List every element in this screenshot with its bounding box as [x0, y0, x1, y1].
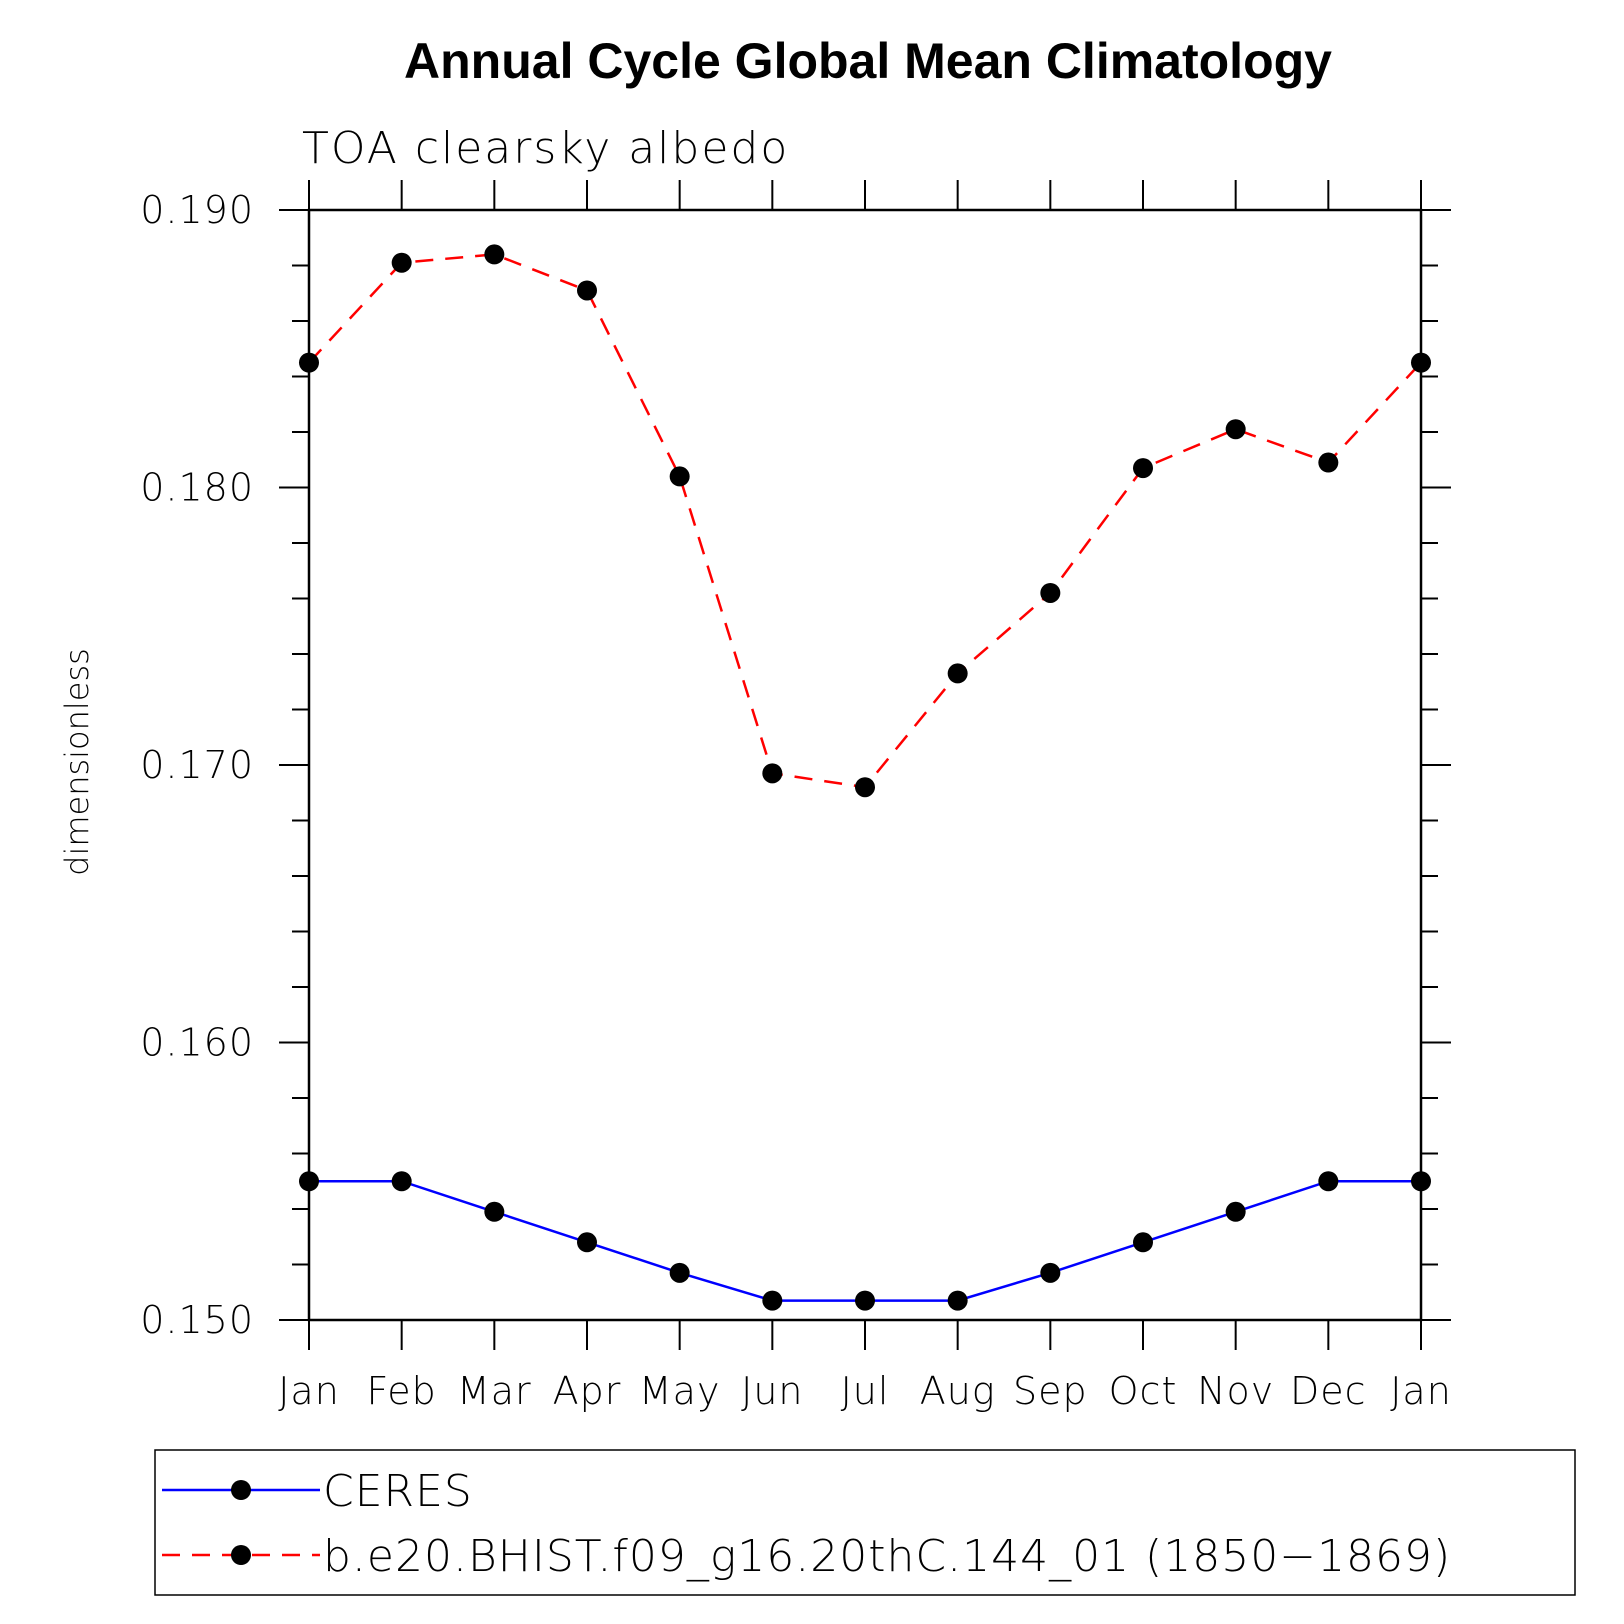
y-tick-label: 0.150 — [140, 1298, 254, 1342]
series-0-point — [391, 1171, 412, 1192]
x-tick-label: Dec — [1290, 1369, 1367, 1413]
series-1-point — [1133, 458, 1153, 479]
series-0-point — [1318, 1171, 1339, 1192]
series-0-point — [1225, 1201, 1246, 1222]
x-tick-label: Oct — [1109, 1369, 1178, 1413]
series-1-point — [484, 244, 505, 265]
legend-marker-0 — [231, 1480, 251, 1500]
series-0-point — [855, 1290, 875, 1311]
series-1-point — [299, 352, 319, 373]
y-tick-label: 0.170 — [140, 743, 254, 787]
x-tick-label: Nov — [1197, 1369, 1274, 1413]
y-tick-label: 0.190 — [140, 188, 254, 232]
series-0-point — [1411, 1171, 1431, 1192]
x-tick-label: Mar — [457, 1369, 532, 1413]
x-tick-label: Jan — [1390, 1369, 1452, 1413]
series-0-point — [947, 1290, 968, 1311]
x-tick-label: Jun — [741, 1369, 803, 1413]
plot-frame — [307, 208, 1423, 1322]
series-0-point — [484, 1201, 505, 1222]
series-1-point — [762, 763, 783, 784]
series-line-0 — [309, 1180, 1421, 1302]
x-tick-label: Aug — [920, 1369, 996, 1413]
legend-label-1: b.e20.BHIST.f09_g16.20thC.144_01 (1850−1… — [323, 1531, 1451, 1582]
series-1-point — [1040, 582, 1061, 603]
series-0-point — [299, 1171, 319, 1192]
series-0-point — [762, 1290, 783, 1311]
series-1-point — [577, 280, 597, 301]
y-axis-label: dimensionless — [58, 648, 96, 876]
series-1-point — [1411, 352, 1431, 373]
plot-area: 0.150 0.160 0.170 0.180 0.190 Jan Feb Mar Apr May… — [140, 180, 1452, 1413]
series-0-point — [1133, 1232, 1153, 1253]
legend-label-0: CERES — [323, 1466, 473, 1517]
series-0-point — [1040, 1262, 1061, 1283]
series-1-point — [855, 777, 875, 798]
x-tick-label: May — [639, 1369, 721, 1413]
series-line-1 — [308, 253, 1422, 789]
x-tick-label: Sep — [1013, 1369, 1088, 1413]
series-1-point — [391, 252, 412, 273]
series-1-point — [947, 663, 968, 684]
y-tick-label: 0.180 — [140, 466, 254, 510]
x-tick-label: Jul — [841, 1369, 890, 1413]
y-tick-label: 0.160 — [140, 1021, 254, 1065]
x-tick-label: Feb — [367, 1369, 437, 1413]
chart-subtitle: TOA clearsky albedo — [302, 123, 789, 174]
series-1-point — [1225, 419, 1246, 440]
legend-marker-1 — [231, 1545, 251, 1565]
legend-box — [154, 1449, 1576, 1596]
legend: CERES b.e20.BHIST.f09_g16.20thC.144_01 (1… — [154, 1449, 1576, 1596]
series-0-point — [669, 1262, 690, 1283]
series-1-point — [669, 466, 690, 487]
chart-title: Annual Cycle Global Mean Climatology — [404, 33, 1332, 89]
x-tick-label: Jan — [278, 1369, 340, 1413]
series-1-point — [1318, 452, 1339, 473]
series-0-point — [577, 1232, 597, 1253]
x-tick-label: Apr — [553, 1369, 622, 1413]
